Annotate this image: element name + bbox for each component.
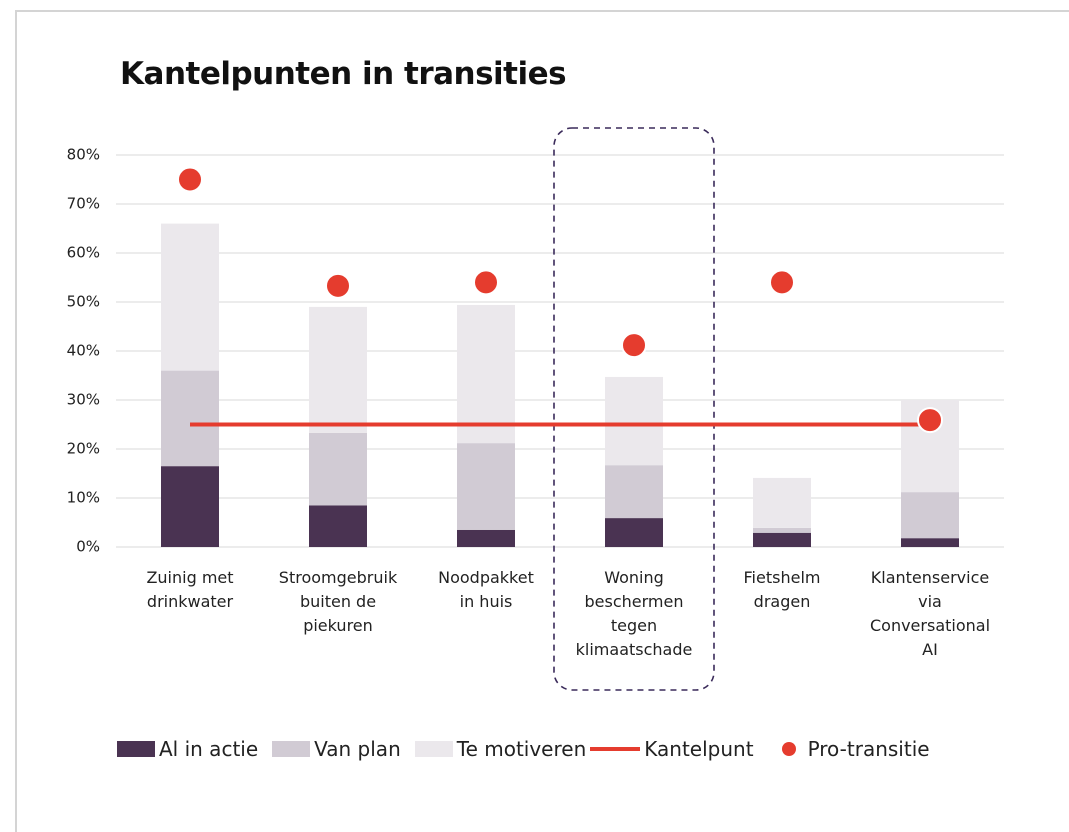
bar	[605, 465, 663, 519]
legend-label: Te motiveren	[456, 737, 587, 761]
point	[769, 269, 795, 296]
legend-item: Pro-transitie	[768, 737, 930, 761]
y-tick-label: 30%	[67, 391, 100, 409]
legend-label: Van plan	[314, 737, 401, 761]
x-tick-label: Zuinig met drinkwater	[146, 568, 234, 611]
bar	[309, 306, 367, 433]
legend-swatch	[117, 741, 155, 757]
bar	[309, 432, 367, 506]
y-tick-label: 60%	[67, 244, 100, 262]
legend-swatch	[590, 747, 641, 751]
x-tick-label: Klantenservice via Conversational AI	[869, 568, 991, 659]
legend-label: Pro-transitie	[807, 737, 930, 761]
legend-label: Al in actie	[159, 737, 259, 761]
bar	[161, 466, 219, 547]
frame	[15, 10, 1069, 832]
legend-label: Kantelpunt	[644, 737, 754, 761]
x-tick-label: Woning beschermen tegen klimaatschade	[575, 568, 693, 659]
y-tick-label: 10%	[67, 489, 100, 507]
bar	[901, 538, 959, 547]
y-tick-label: 70%	[67, 195, 100, 213]
y-tick-label: 0%	[76, 538, 100, 556]
legend: Al in actie Van plan Te motiveren Kantelpun…	[117, 737, 944, 761]
legend-item: Al in actie	[117, 737, 258, 761]
point	[473, 269, 499, 296]
x-tick-label: Fietshelm dragen	[743, 568, 821, 611]
bar	[901, 492, 959, 539]
legend-item: Te motiveren	[414, 737, 587, 761]
legend-swatch	[781, 742, 796, 756]
y-tick-label: 50%	[67, 293, 100, 311]
legend-item: Kantelpunt	[590, 737, 754, 761]
x-tick-label: Stroomgebruik buiten de piekuren	[278, 568, 398, 635]
bar	[161, 370, 219, 467]
bar	[753, 527, 811, 533]
bar	[753, 477, 811, 528]
y-tick-label: 40%	[67, 342, 100, 360]
legend-swatch	[272, 741, 311, 757]
x-tick-label: Noodpakket in huis	[438, 568, 534, 611]
point	[917, 407, 943, 434]
bar	[309, 505, 367, 547]
point	[621, 332, 647, 359]
bar	[457, 304, 515, 444]
bar	[457, 529, 515, 547]
bar	[161, 223, 219, 371]
y-tick-label: 80%	[67, 146, 100, 164]
point	[177, 166, 203, 193]
bar	[605, 376, 663, 466]
bar	[605, 518, 663, 547]
chart-title: Kantelpunten in transities	[120, 56, 567, 92]
bar	[457, 443, 515, 530]
bar	[753, 532, 811, 547]
legend-swatch	[414, 741, 453, 757]
legend-item: Van plan	[272, 737, 401, 761]
y-tick-label: 20%	[67, 440, 100, 458]
point	[325, 272, 351, 299]
